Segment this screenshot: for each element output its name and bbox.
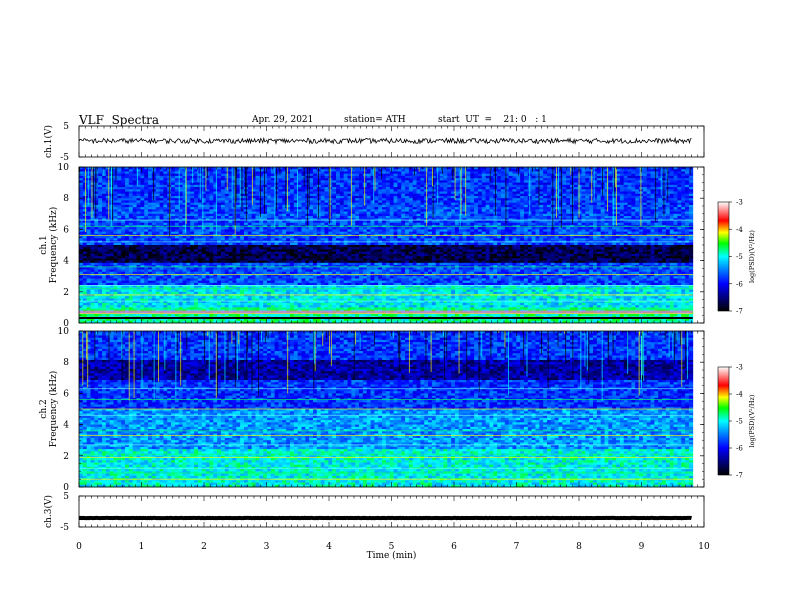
xtick-label: 4 <box>326 542 332 552</box>
colorbar-tick: -3 <box>736 364 743 372</box>
xtick-label: 8 <box>576 542 582 552</box>
ylabel-panel-4: ch.3(V) <box>43 495 54 528</box>
ytick-label: 4 <box>63 421 69 431</box>
xtick-label: 7 <box>514 542 520 552</box>
colorbar-tick: -6 <box>736 445 743 453</box>
ytick-label: 8 <box>63 358 69 368</box>
ytick-label: -5 <box>60 523 69 533</box>
ytick-label: 4 <box>63 257 69 267</box>
xtick-label: 0 <box>76 542 82 552</box>
ch1-waveform <box>79 138 692 143</box>
ylabel-panel-3: Frequency (kHz) <box>48 371 59 448</box>
ylabel-panel-3: ch.2 <box>39 399 49 418</box>
xtick-label: 9 <box>639 542 645 552</box>
ytick-label: 2 <box>63 452 69 462</box>
xtick-label: 6 <box>451 542 457 552</box>
spectrogram-1 <box>79 167 693 323</box>
xtick-label: 3 <box>264 542 270 552</box>
colorbar-ch2 <box>718 367 729 475</box>
xtick-label: 10 <box>698 542 710 552</box>
colorbar-tick: -4 <box>736 391 743 399</box>
colorbar-label: log(PSD)(V²/Hz) <box>748 230 756 283</box>
ylabel-panel-2: Frequency (kHz) <box>48 207 59 284</box>
ytick-label: 8 <box>63 194 69 204</box>
ytick-label: 5 <box>63 492 69 502</box>
xaxis-label: Time (min) <box>367 550 417 561</box>
ylabel-panel-2: ch.1 <box>39 235 49 254</box>
xtick-label: 1 <box>139 542 145 552</box>
ytick-label: 5 <box>63 122 69 132</box>
ytick-label: 10 <box>58 327 70 337</box>
colorbar-tick: -3 <box>736 199 743 207</box>
colorbar-ch1 <box>718 202 729 311</box>
ylabel-panel-1: ch.1(V) <box>43 125 54 158</box>
colorbar-tick: -7 <box>736 308 743 316</box>
ytick-label: 10 <box>58 163 70 173</box>
colorbar-tick: -4 <box>736 226 743 234</box>
colorbar-tick: -5 <box>736 253 743 261</box>
ytick-label: -5 <box>60 153 69 163</box>
ytick-label: 6 <box>63 225 69 235</box>
ytick-label: 2 <box>63 288 69 298</box>
colorbar-tick: -5 <box>736 418 743 426</box>
colorbar-label: log(PSD)(V²/Hz) <box>748 394 756 447</box>
colorbar-tick: -7 <box>736 472 743 480</box>
colorbar-tick: -6 <box>736 280 743 288</box>
ytick-label: 6 <box>63 389 69 399</box>
xtick-label: 2 <box>201 542 207 552</box>
spectrogram-2 <box>79 331 693 487</box>
